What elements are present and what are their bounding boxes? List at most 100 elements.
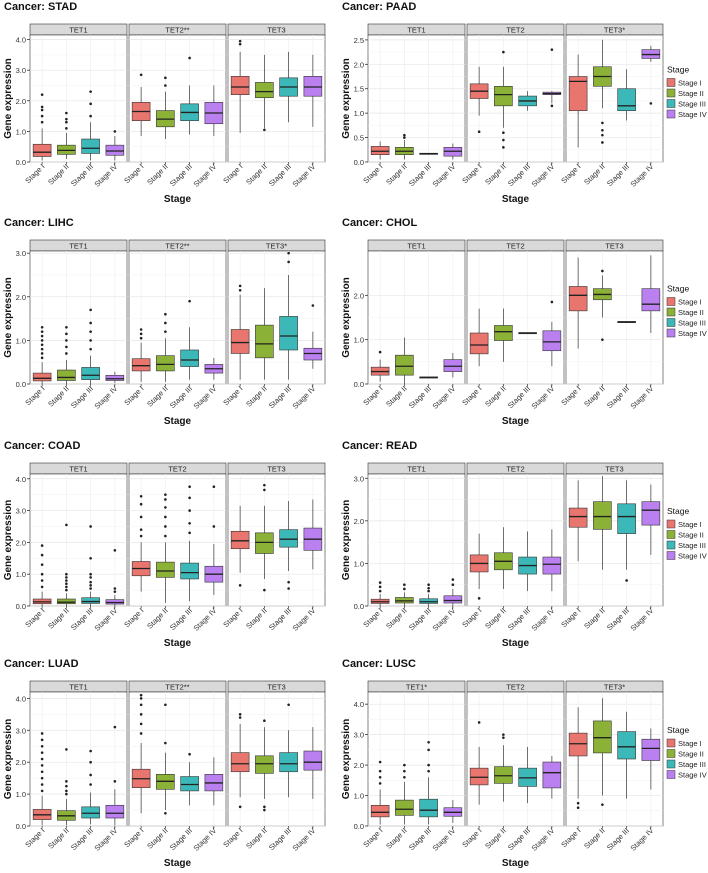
box-stage-iv xyxy=(303,304,323,369)
facet-label: TET1* xyxy=(406,683,427,692)
x-tick-label: Stage III xyxy=(168,826,194,852)
legend-item: Stage I xyxy=(666,519,702,529)
box-stage-i xyxy=(568,707,588,810)
box-stage-ii xyxy=(156,76,175,140)
x-tick-label: Stage II xyxy=(483,826,508,851)
y-tick-label: 1.0 xyxy=(354,559,364,568)
box-stage-i xyxy=(230,713,250,809)
box-iqr xyxy=(57,369,76,381)
box-iqr xyxy=(617,731,636,760)
x-tick-label: Stage III xyxy=(407,384,433,410)
x-axis-label: Stage xyxy=(502,858,530,869)
outlier-point xyxy=(40,352,44,355)
outlier-point xyxy=(164,498,167,501)
outlier-point xyxy=(40,326,44,329)
x-tick-label: Stage II xyxy=(384,384,409,409)
y-axis-label: Gene expression xyxy=(341,719,352,800)
outlier-point xyxy=(403,133,406,137)
box-iqr xyxy=(303,750,323,771)
outlier-point xyxy=(89,580,92,584)
box-iqr xyxy=(180,776,199,792)
outlier-point xyxy=(65,579,68,582)
y-tick-label: 3.0 xyxy=(354,731,364,740)
outlier-point xyxy=(89,584,92,587)
outlier-point xyxy=(40,347,44,351)
x-tick-label: Stage I xyxy=(559,384,582,407)
x-tick-label: Stage IV xyxy=(629,826,656,853)
box-stage-ii xyxy=(494,308,513,362)
outlier-point xyxy=(378,589,382,593)
x-tick-label: Stage IV xyxy=(93,606,120,633)
facet-label: TET3* xyxy=(604,26,625,35)
outlier-point xyxy=(65,111,68,115)
box-stage-iii xyxy=(518,332,537,335)
y-tick-label: 1.0 xyxy=(354,109,364,118)
facet-label: TET2** xyxy=(165,242,189,251)
box-stage-iii xyxy=(81,749,100,825)
gridlines xyxy=(368,35,465,163)
box-iqr xyxy=(105,144,125,156)
y-tick-label: 2.0 xyxy=(16,538,26,547)
y-tick-label: 0.5 xyxy=(354,134,364,143)
x-tick-label: Stage II xyxy=(483,162,508,187)
outlier-point xyxy=(40,757,44,761)
x-tick-label: Stage IV xyxy=(192,606,219,633)
outlier-point xyxy=(40,764,44,767)
box-stage-i xyxy=(32,732,52,826)
x-tick-label: Stage II xyxy=(46,826,71,851)
legend-swatch xyxy=(666,297,676,306)
outlier-point xyxy=(40,751,44,754)
y-tick-label: 3.0 xyxy=(16,726,26,735)
outlier-point xyxy=(65,572,68,576)
box-iqr xyxy=(469,332,489,355)
box-stage-iii xyxy=(419,152,438,155)
x-tick-label: Stage IV xyxy=(629,384,656,411)
x-tick-label: Stage III xyxy=(407,162,433,188)
outlier-point xyxy=(601,141,604,144)
x-tick-label: Stage III xyxy=(605,162,631,188)
outlier-point xyxy=(550,300,554,304)
x-tick-label: Stage I xyxy=(460,162,483,185)
box-stage-iv xyxy=(303,727,323,799)
legend-label: Stage I xyxy=(678,79,702,88)
box-iqr xyxy=(81,806,100,819)
outlier-point xyxy=(427,586,430,590)
x-tick-label: Stage IV xyxy=(291,384,318,411)
box-iqr xyxy=(641,288,661,312)
outlier-point xyxy=(403,763,406,767)
outlier-point xyxy=(65,576,68,579)
box-stage-iv xyxy=(641,255,661,334)
y-tick-label: 1.0 xyxy=(16,127,26,136)
outlier-point xyxy=(89,114,92,118)
x-tick-label: Stage II xyxy=(145,162,170,187)
x-tick-label: Stage III xyxy=(605,384,631,410)
facet-label: TET3 xyxy=(267,465,285,474)
y-tick-label: 2.5 xyxy=(354,36,364,45)
chart-title: Cancer: COAD xyxy=(4,440,80,452)
x-tick-label: Stage I xyxy=(221,384,244,407)
outlier-point xyxy=(113,587,117,590)
legend-item: Stage I xyxy=(666,78,702,88)
facet-panel xyxy=(128,473,227,607)
y-tick-label: 2.0 xyxy=(16,97,26,106)
outlier-point xyxy=(188,56,191,60)
x-tick-label: Stage II xyxy=(582,826,607,851)
x-tick-label: Stage III xyxy=(168,606,194,632)
outlier-point xyxy=(40,553,44,557)
outlier-point xyxy=(263,805,266,809)
outlier-point xyxy=(89,572,92,576)
x-tick-label: Stage I xyxy=(361,606,384,629)
legend-swatch xyxy=(666,519,676,529)
outlier-point xyxy=(427,740,430,744)
x-tick-label: Stage I xyxy=(221,826,244,849)
legend-title: Stage xyxy=(667,725,689,735)
x-tick-label: Stage IV xyxy=(530,384,557,411)
outlier-point xyxy=(89,749,92,753)
outlier-point xyxy=(403,775,406,779)
outlier-point xyxy=(477,597,481,600)
outlier-point xyxy=(263,483,266,487)
